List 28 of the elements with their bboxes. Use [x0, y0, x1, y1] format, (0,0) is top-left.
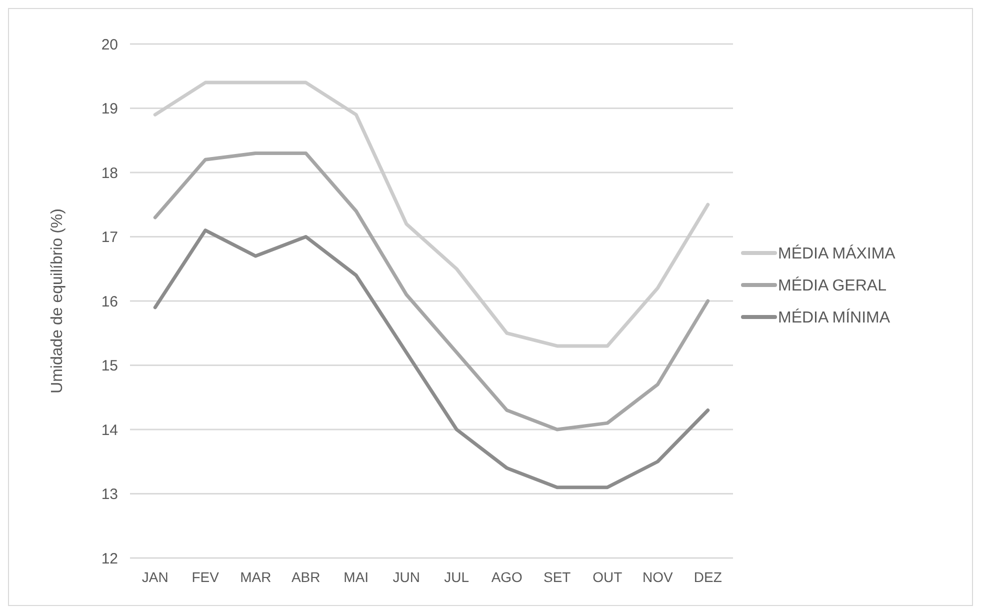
- line-series: [153, 228, 710, 490]
- x-tick-label: JUN: [392, 569, 420, 585]
- x-tick-label: OUT: [592, 569, 623, 585]
- x-tick-label: DEZ: [694, 569, 722, 585]
- y-tick-label: 13: [101, 486, 118, 503]
- x-tick-label: JAN: [142, 569, 168, 585]
- y-tick-label: 16: [101, 293, 118, 310]
- x-tick-label: FEV: [192, 569, 220, 585]
- x-tick-label: SET: [544, 569, 572, 585]
- y-tick-label: 14: [101, 422, 118, 439]
- line-series: [153, 151, 710, 432]
- line-series: [153, 80, 710, 348]
- y-tick-label: 15: [101, 358, 118, 374]
- y-axis-title: Umidade de equilíbrio (%): [49, 208, 66, 394]
- y-tick-label: 17: [101, 229, 118, 246]
- y-tick-label: 12: [101, 550, 118, 568]
- legend-label: MÉDIA MÁXIMA: [778, 244, 896, 263]
- y-tick-label: 20: [101, 36, 118, 54]
- legend-label: MÉDIA GERAL: [778, 276, 887, 295]
- legend-label: MÉDIA MÍNIMA: [778, 308, 890, 327]
- x-tick-label: MAI: [344, 569, 369, 585]
- y-tick-label: 18: [101, 164, 118, 182]
- x-tick-label: ABR: [291, 569, 320, 585]
- y-tick-label: 19: [101, 100, 118, 118]
- x-tick-label: JUL: [444, 569, 470, 585]
- x-tick-label: NOV: [642, 569, 674, 585]
- x-tick-label: AGO: [491, 569, 523, 585]
- x-tick-label: MAR: [240, 569, 272, 585]
